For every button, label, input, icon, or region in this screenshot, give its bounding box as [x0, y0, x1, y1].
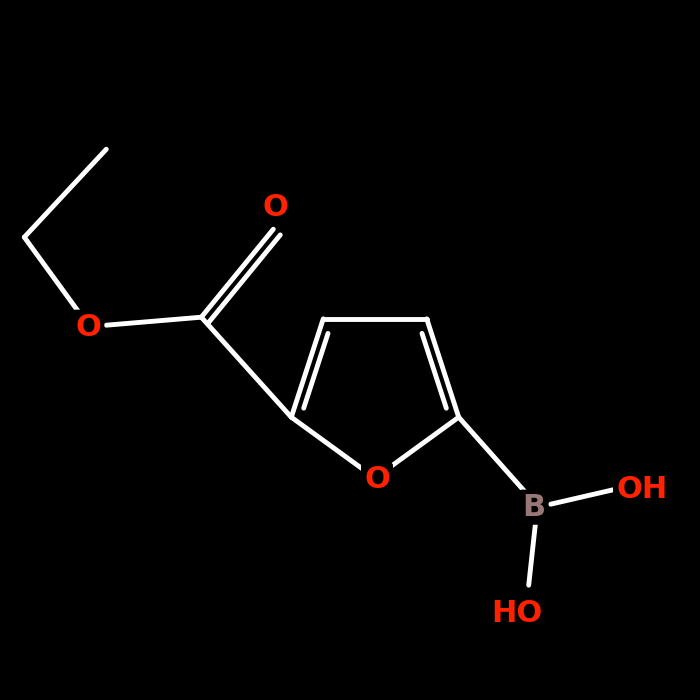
Text: O: O [76, 313, 101, 342]
Text: O: O [262, 193, 288, 222]
Text: B: B [522, 493, 545, 522]
Text: HO: HO [491, 598, 542, 628]
Text: OH: OH [616, 475, 667, 504]
Text: O: O [364, 466, 390, 494]
